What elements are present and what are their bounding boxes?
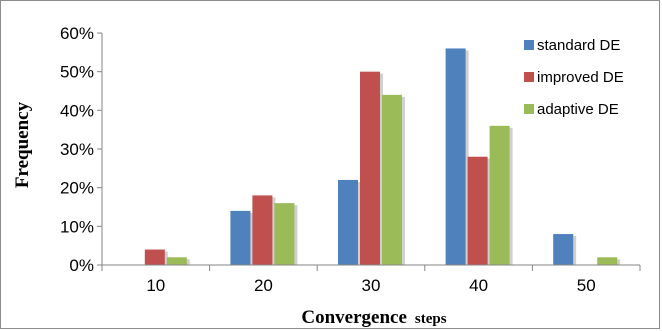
- x-tick-label: 20: [254, 276, 273, 295]
- bar-standard-de-30: [338, 179, 358, 265]
- y-tick-label: 30%: [60, 140, 94, 159]
- bar-adaptive-de-50: [597, 257, 618, 265]
- bar-improved-de-20: [252, 195, 273, 265]
- legend-label: improved DE: [537, 69, 624, 86]
- legend: standard DE improved DE adaptive DE: [524, 37, 624, 118]
- bar-standard-de-40: [445, 48, 466, 265]
- bars-group: [144, 48, 621, 266]
- y-axis-title: Frequency: [12, 101, 33, 188]
- y-tick-label: 60%: [60, 24, 94, 43]
- bar-adaptive-de-30: [382, 94, 402, 265]
- y-tick-label: 40%: [60, 101, 94, 120]
- bar-improved-de-30: [360, 71, 380, 266]
- x-tick-label: 30: [362, 276, 381, 295]
- x-tick-label: 40: [469, 276, 488, 295]
- bar-standard-de-50: [553, 234, 574, 265]
- bar-adaptive-de-20: [274, 203, 295, 265]
- y-tick-label: 0%: [69, 256, 94, 275]
- x-axis-title-main: Convergence: [301, 307, 407, 328]
- x-tick-label: 50: [577, 276, 596, 295]
- y-tick-label: 20%: [60, 179, 94, 198]
- bar-standard-de-20: [230, 210, 251, 265]
- legend-swatch-improved-de: [524, 72, 534, 82]
- y-tick-label: 50%: [60, 63, 94, 82]
- bar-adaptive-de-40: [489, 125, 510, 265]
- y-tick-label: 10%: [60, 217, 94, 236]
- legend-label: adaptive DE: [537, 101, 619, 118]
- bar-improved-de-10: [144, 249, 165, 265]
- x-axis-title: Convergence steps: [301, 307, 446, 328]
- legend-label: standard DE: [537, 37, 620, 54]
- axes-group: 0% 10% 20% 30% 40% 50% 60% 10 20 30 40 50: [60, 24, 641, 295]
- bar-adaptive-de-10: [166, 257, 187, 265]
- bar-improved-de-40: [467, 156, 488, 265]
- legend-swatch-adaptive-de: [524, 104, 534, 114]
- x-tick-label: 10: [146, 276, 165, 295]
- x-axis-title-unit: steps: [415, 311, 447, 327]
- legend-swatch-standard-de: [524, 40, 534, 50]
